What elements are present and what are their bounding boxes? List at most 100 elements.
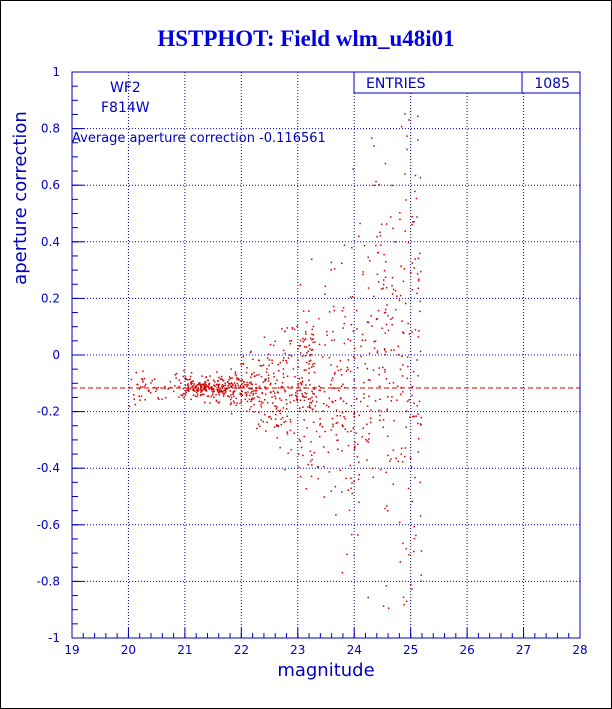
data-point [394,290,397,292]
data-point [293,399,295,402]
x-tick-label: 21 [177,643,192,657]
data-point [265,371,268,373]
data-point [217,386,220,388]
data-point [308,372,310,374]
data-point [264,378,267,381]
data-point [328,397,330,400]
data-point [239,385,242,387]
data-point [223,389,225,392]
data-point [357,443,359,446]
data-point [353,413,355,415]
data-point [374,400,377,402]
data-point [222,393,225,395]
data-point [230,396,233,399]
data-point [194,395,197,397]
data-point [420,574,422,576]
data-point [193,390,195,392]
data-point [313,362,316,365]
data-point [376,236,378,238]
data-point [234,385,237,388]
data-point [401,461,404,463]
y-tick-label: 0.4 [41,235,60,249]
data-point [291,394,293,396]
data-point [266,368,268,370]
data-point [272,402,274,404]
data-point [308,344,310,347]
data-point [265,430,267,432]
data-point [300,446,303,449]
data-point [205,386,207,388]
data-point [174,374,177,376]
data-point [405,199,407,201]
data-point [187,383,189,385]
data-point [190,387,192,389]
data-point [230,386,233,388]
data-point [277,424,280,427]
data-point [381,327,383,329]
data-point [369,417,372,420]
data-point [413,267,415,269]
data-point [360,345,362,347]
data-point [324,344,326,346]
data-point [209,375,211,377]
data-point [240,400,243,402]
data-point [343,342,346,345]
data-point [145,383,147,386]
data-point [275,413,277,416]
data-point [217,380,219,382]
data-point [404,230,406,232]
data-point [255,392,257,395]
data-point [228,395,230,398]
data-point [387,454,389,457]
data-point [310,354,312,356]
data-point [213,388,215,390]
data-point [263,336,266,338]
data-point [331,417,334,420]
data-point [274,405,276,407]
data-point [142,386,144,388]
data-point [401,320,403,322]
data-point [247,384,249,386]
data-point [406,135,408,137]
data-point [250,376,252,379]
data-point [296,399,299,402]
data-point [217,402,219,404]
data-point [299,344,301,347]
data-point [342,383,344,386]
data-point [245,395,248,397]
data-point [387,396,389,398]
y-tick-label: 0.8 [41,122,60,136]
data-point [199,383,202,386]
data-point [344,418,346,420]
data-point [267,377,270,379]
data-point [420,550,423,552]
data-point [319,424,321,426]
data-point [303,419,305,421]
data-point [190,398,192,401]
data-point [268,364,270,367]
data-point [250,392,252,394]
data-point [264,413,266,416]
data-point [358,414,360,417]
data-point [330,490,332,492]
data-point [217,390,219,393]
data-point [313,451,315,454]
data-point [228,382,230,385]
data-point [218,383,220,386]
data-point [376,273,379,276]
data-point [382,419,385,421]
data-point [299,352,302,354]
data-point [319,435,321,438]
data-point [191,382,193,385]
data-point [361,339,363,341]
data-point [387,510,389,512]
data-point [252,358,254,360]
data-point [299,440,302,442]
data-point [397,354,400,356]
data-point [332,330,334,333]
data-point [262,364,265,366]
data-point [377,281,380,283]
data-point [419,481,421,484]
data-point [350,477,352,479]
